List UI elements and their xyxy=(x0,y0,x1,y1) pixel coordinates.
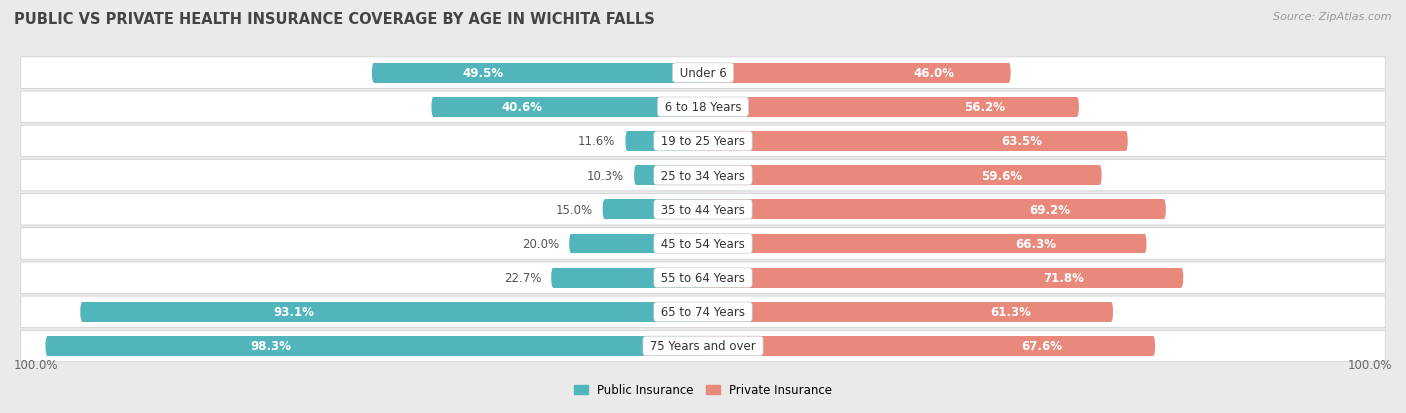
Circle shape xyxy=(1180,268,1184,288)
Text: 59.6%: 59.6% xyxy=(981,169,1022,182)
Bar xyxy=(703,302,1111,322)
Circle shape xyxy=(1098,166,1102,185)
Text: PUBLIC VS PRIVATE HEALTH INSURANCE COVERAGE BY AGE IN WICHITA FALLS: PUBLIC VS PRIVATE HEALTH INSURANCE COVER… xyxy=(14,12,655,27)
Bar xyxy=(703,302,704,322)
Bar xyxy=(703,97,1077,117)
Bar xyxy=(48,336,703,356)
Circle shape xyxy=(634,166,638,185)
Bar xyxy=(703,336,704,356)
Circle shape xyxy=(373,64,375,83)
FancyBboxPatch shape xyxy=(21,92,1385,123)
FancyBboxPatch shape xyxy=(21,58,1385,89)
Bar xyxy=(636,166,703,185)
Bar xyxy=(703,336,1153,356)
Text: 15.0%: 15.0% xyxy=(555,203,593,216)
Circle shape xyxy=(45,336,49,356)
Text: 98.3%: 98.3% xyxy=(250,339,291,353)
Circle shape xyxy=(603,200,606,220)
Circle shape xyxy=(1109,302,1114,322)
Circle shape xyxy=(1076,97,1078,117)
Bar xyxy=(553,268,703,288)
FancyBboxPatch shape xyxy=(21,160,1385,191)
Circle shape xyxy=(432,97,436,117)
Text: 20.0%: 20.0% xyxy=(522,237,560,250)
FancyBboxPatch shape xyxy=(21,297,1385,328)
Text: 6 to 18 Years: 6 to 18 Years xyxy=(661,101,745,114)
Bar xyxy=(702,268,703,288)
FancyBboxPatch shape xyxy=(21,330,1385,362)
Text: 55 to 64 Years: 55 to 64 Years xyxy=(657,271,749,285)
Text: 65 to 74 Years: 65 to 74 Years xyxy=(657,306,749,318)
Circle shape xyxy=(626,132,630,152)
Bar xyxy=(703,200,704,220)
Bar xyxy=(702,234,703,254)
Text: 61.3%: 61.3% xyxy=(990,306,1031,318)
Bar xyxy=(703,234,704,254)
Bar xyxy=(571,234,703,254)
FancyBboxPatch shape xyxy=(21,126,1385,157)
Text: 22.7%: 22.7% xyxy=(503,271,541,285)
Bar xyxy=(703,166,1099,185)
Text: 10.3%: 10.3% xyxy=(586,169,624,182)
Circle shape xyxy=(1007,64,1011,83)
Bar xyxy=(703,166,704,185)
Text: 100.0%: 100.0% xyxy=(14,358,59,371)
Text: 46.0%: 46.0% xyxy=(914,67,955,80)
Bar xyxy=(703,97,704,117)
Text: 25 to 34 Years: 25 to 34 Years xyxy=(657,169,749,182)
Bar xyxy=(605,200,703,220)
Bar xyxy=(703,64,704,83)
Bar xyxy=(702,132,703,152)
Circle shape xyxy=(1152,336,1156,356)
Text: 49.5%: 49.5% xyxy=(463,67,503,80)
Bar xyxy=(703,132,704,152)
Bar xyxy=(702,97,703,117)
Bar xyxy=(374,64,703,83)
Bar xyxy=(703,200,1164,220)
Text: 67.6%: 67.6% xyxy=(1022,339,1063,353)
Text: 71.8%: 71.8% xyxy=(1043,271,1084,285)
Legend: Public Insurance, Private Insurance: Public Insurance, Private Insurance xyxy=(569,379,837,401)
Bar xyxy=(702,166,703,185)
Circle shape xyxy=(1143,234,1146,254)
Bar xyxy=(703,64,1008,83)
Text: 19 to 25 Years: 19 to 25 Years xyxy=(657,135,749,148)
Circle shape xyxy=(1123,132,1128,152)
Text: 11.6%: 11.6% xyxy=(578,135,616,148)
Text: 35 to 44 Years: 35 to 44 Years xyxy=(657,203,749,216)
FancyBboxPatch shape xyxy=(21,228,1385,259)
Bar xyxy=(627,132,703,152)
Text: 63.5%: 63.5% xyxy=(1001,135,1042,148)
Text: 40.6%: 40.6% xyxy=(502,101,543,114)
Circle shape xyxy=(1161,200,1166,220)
Circle shape xyxy=(551,268,555,288)
Circle shape xyxy=(80,302,84,322)
Bar xyxy=(82,302,703,322)
Bar xyxy=(703,268,704,288)
Bar xyxy=(702,64,703,83)
Circle shape xyxy=(569,234,574,254)
Text: 45 to 54 Years: 45 to 54 Years xyxy=(657,237,749,250)
Bar xyxy=(433,97,703,117)
Text: 75 Years and over: 75 Years and over xyxy=(647,339,759,353)
Bar xyxy=(703,234,1144,254)
Text: Source: ZipAtlas.com: Source: ZipAtlas.com xyxy=(1274,12,1392,22)
Text: Under 6: Under 6 xyxy=(676,67,730,80)
Bar xyxy=(703,132,1126,152)
Text: 100.0%: 100.0% xyxy=(1347,358,1392,371)
FancyBboxPatch shape xyxy=(21,262,1385,294)
Text: 69.2%: 69.2% xyxy=(1029,203,1070,216)
Text: 66.3%: 66.3% xyxy=(1015,237,1056,250)
FancyBboxPatch shape xyxy=(21,194,1385,225)
Text: 56.2%: 56.2% xyxy=(965,101,1005,114)
Bar xyxy=(702,200,703,220)
Text: 93.1%: 93.1% xyxy=(273,306,314,318)
Bar xyxy=(702,302,703,322)
Bar xyxy=(703,268,1181,288)
Bar xyxy=(702,336,703,356)
